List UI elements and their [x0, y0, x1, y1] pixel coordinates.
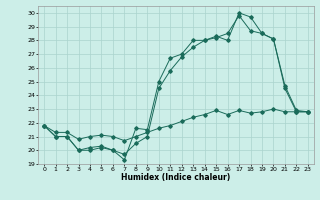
X-axis label: Humidex (Indice chaleur): Humidex (Indice chaleur) — [121, 173, 231, 182]
